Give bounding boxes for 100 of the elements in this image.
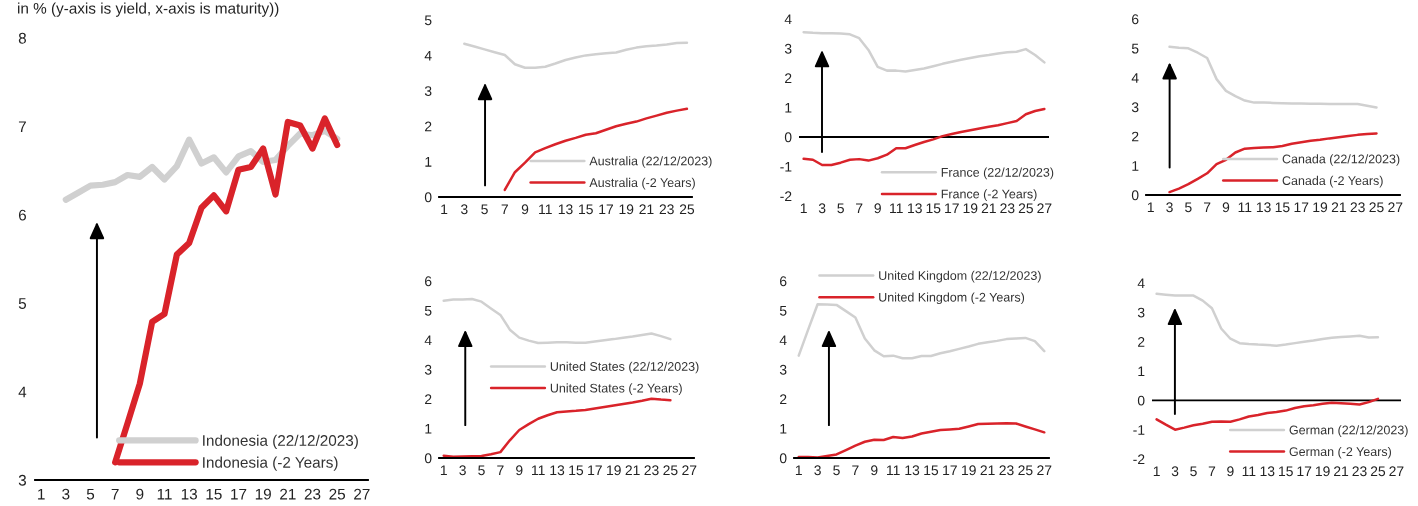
x-tick-label: 1 [440,465,447,476]
x-tick-label: 17 [588,465,602,476]
x-tick-label: 9 [136,488,144,500]
x-tick-label: 5 [833,465,840,476]
legend-label: German (-2 Years) [1289,446,1391,459]
y-tick-label: 5 [18,298,27,309]
x-tick-label: 7 [111,488,119,500]
y-tick-label: 3 [1131,102,1139,113]
legend-label: Canada (-2 Years) [1282,175,1383,188]
x-tick-label: 21 [280,488,296,500]
x-tick-label: 7 [497,465,504,476]
y-tick-label: -2 [1133,454,1145,465]
x-tick-label: 15 [1275,202,1290,213]
y-tick-label: 2 [1138,337,1145,347]
x-tick-label: 19 [963,203,978,214]
y-tick-label: 4 [779,335,787,346]
x-tick-label: 25 [679,204,695,215]
x-tick-label: 19 [962,465,976,476]
x-tick-label: 21 [981,203,996,214]
x-tick-label: 3 [818,203,826,214]
x-tick-label: 9 [516,465,523,476]
x-tick-label: 21 [625,465,640,476]
y-tick-label: 4 [18,386,27,398]
y-tick-label: 1 [425,423,432,434]
x-tick-label: 7 [1208,466,1216,477]
x-tick-label: 13 [1260,466,1275,477]
x-tick-label: 5 [478,465,485,476]
x-tick-label: 9 [521,204,529,215]
x-tick-label: 13 [905,465,920,476]
y-tick-label: 0 [779,453,787,464]
x-tick-label: 5 [1185,202,1192,213]
x-tick-label: 17 [945,203,959,214]
x-tick-label: 15 [924,465,939,476]
x-tick-label: 15 [569,465,584,476]
x-tick-label: 27 [354,488,370,500]
x-tick-label: 23 [304,488,321,500]
x-tick-label: 11 [532,465,545,476]
x-tick-label: 27 [1037,203,1052,214]
x-tick-label: 25 [1018,203,1033,214]
y-tick-label: 1 [780,423,787,434]
y-tick-label: 5 [779,305,787,316]
x-tick-label: 17 [599,204,614,215]
x-tick-label: 9 [1222,202,1230,213]
legend-label: France (-2 Years) [941,189,1037,201]
x-tick-label: 25 [1018,465,1033,476]
legend-label: German (22/12/2023) [1289,425,1408,437]
x-tick-label: 15 [926,203,941,214]
x-tick-label: 17 [231,488,247,500]
y-tick-label: 4 [424,50,432,61]
y-tick-label: 3 [424,364,432,375]
x-tick-label: 5 [481,204,488,215]
y-tick-label: 6 [1132,14,1139,25]
x-tick-label: 25 [1369,202,1384,213]
y-tick-label: 7 [18,121,26,132]
y-tick-label: 1 [425,157,432,167]
x-tick-label: 21 [1331,202,1346,213]
y-tick-label: -2 [780,191,792,202]
x-tick-label: 23 [1350,202,1365,213]
x-tick-label: 23 [644,465,659,476]
x-tick-label: 9 [871,465,878,476]
y-tick-label: 0 [1137,395,1145,406]
x-tick-label: 19 [255,488,271,500]
y-tick-label: 3 [784,43,792,54]
y-tick-label: 0 [784,132,792,143]
y-tick-label: 2 [425,121,432,132]
x-tick-label: 27 [1388,202,1403,213]
y-tick-label: 5 [1131,43,1139,54]
y-tick-label: 4 [784,14,792,25]
x-tick-label: 23 [659,204,674,215]
line-series [797,421,1046,458]
x-tick-label: 7 [852,465,859,476]
x-tick-label: 25 [663,465,678,476]
y-tick-label: 6 [425,276,432,287]
y-tick-label: 6 [18,209,26,221]
y-tick-label: 1 [1132,161,1139,171]
x-tick-label: 15 [1279,466,1293,477]
legend-label: United Kingdom (-2 Years) [879,292,1025,305]
y-tick-label: 1 [785,102,792,113]
x-tick-label: 7 [1204,202,1211,213]
x-tick-label: 11 [890,203,903,214]
legend-label: Indonesia (22/12/2023) [203,434,358,449]
y-tick-label: -1 [1133,425,1145,435]
x-tick-label: 11 [1242,466,1256,477]
x-tick-label: 27 [682,465,697,476]
x-tick-label: 13 [181,488,197,500]
x-tick-label: 15 [579,204,593,215]
x-tick-label: 17 [943,465,957,476]
y-tick-label: 3 [18,474,26,486]
y-tick-label: 6 [780,276,787,287]
y-tick-label: 0 [424,192,432,203]
line-series [802,107,1046,167]
y-tick-label: 2 [1132,131,1139,142]
y-tick-label: 4 [1131,73,1139,83]
legend-label: Indonesia (-2 Years) [203,456,338,471]
x-tick-label: 21 [639,204,654,215]
line-series [802,31,1046,73]
x-tick-label: 9 [1227,466,1234,477]
x-tick-label: 11 [157,488,172,500]
x-tick-label: 17 [1294,202,1309,213]
x-tick-label: 1 [795,465,802,476]
